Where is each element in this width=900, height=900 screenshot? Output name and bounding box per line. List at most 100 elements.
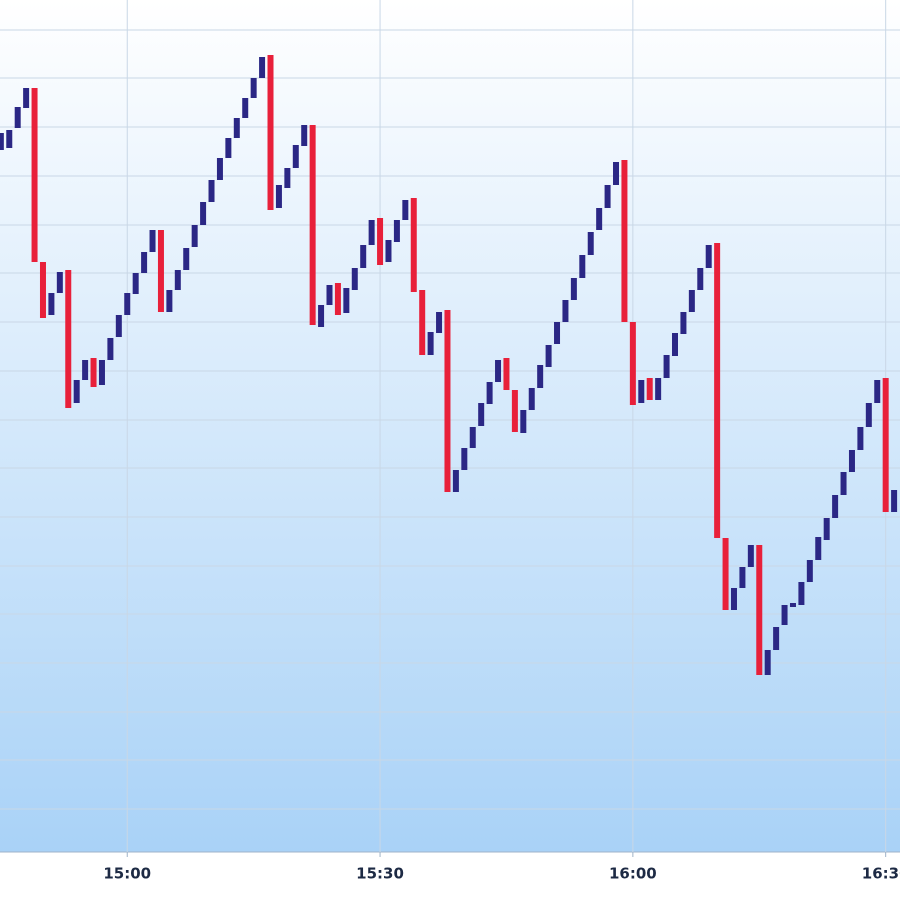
- candle-body: [115, 315, 122, 337]
- candle-body: [570, 278, 577, 300]
- candle-body: [756, 545, 763, 675]
- candle-body: [764, 650, 771, 675]
- candle-body: [579, 255, 586, 278]
- candle-body: [410, 198, 417, 292]
- candle-body: [216, 158, 223, 180]
- candle-body: [326, 285, 333, 305]
- candle-body: [107, 338, 114, 360]
- candle-body: [747, 545, 754, 567]
- candle-body: [891, 490, 898, 512]
- candle-body: [292, 145, 299, 168]
- candle-body: [284, 168, 291, 188]
- candle-body: [815, 537, 822, 560]
- candle-body: [511, 390, 518, 432]
- candle-body: [545, 345, 552, 367]
- candle-body: [318, 305, 325, 327]
- candle-body: [427, 332, 434, 355]
- candle-body: [621, 160, 628, 322]
- candle-body: [377, 218, 384, 265]
- candle-body: [865, 403, 872, 427]
- candle-body: [309, 125, 316, 325]
- candle-body: [646, 378, 653, 400]
- candle-body: [436, 312, 443, 333]
- candle-body: [157, 230, 164, 312]
- candle-body: [124, 293, 131, 315]
- candle-body: [604, 185, 611, 208]
- candle-body: [39, 262, 46, 318]
- axis-background: [0, 852, 900, 900]
- candle-body: [444, 310, 451, 492]
- candle-body: [360, 245, 367, 268]
- candle-body: [393, 220, 400, 242]
- candle-body: [56, 272, 63, 293]
- candle-body: [419, 290, 426, 355]
- candle-body: [242, 98, 249, 118]
- candle-body: [14, 107, 21, 128]
- candle-body: [688, 290, 695, 312]
- candle-body: [739, 567, 746, 588]
- candle-body: [166, 290, 173, 312]
- candle-body: [781, 605, 788, 625]
- candle-body: [250, 78, 257, 98]
- candle-body: [789, 603, 796, 607]
- candle-body: [562, 300, 569, 322]
- candle-body: [275, 185, 282, 208]
- candle-body: [6, 130, 13, 148]
- candle-body: [722, 538, 729, 610]
- candle-body: [98, 360, 105, 385]
- candle-body: [90, 358, 97, 387]
- candle-body: [225, 138, 232, 158]
- candle-body: [848, 450, 855, 472]
- candle-body: [882, 378, 889, 512]
- candle-body: [368, 220, 375, 245]
- candle-body: [874, 380, 881, 403]
- candle-body: [823, 518, 830, 540]
- candle-body: [537, 365, 544, 388]
- candle-body: [149, 230, 156, 252]
- candle-body: [520, 410, 527, 433]
- candle-body: [806, 560, 813, 582]
- candle-body: [655, 378, 662, 400]
- candle-body: [587, 232, 594, 255]
- candle-body: [857, 427, 864, 450]
- candle-body: [798, 582, 805, 605]
- candle-body: [663, 355, 670, 378]
- candle-body: [334, 283, 341, 315]
- candle-body: [351, 268, 358, 290]
- candle-body: [208, 180, 215, 202]
- candle-body: [705, 245, 712, 268]
- candle-body: [183, 248, 190, 270]
- candle-body: [65, 270, 72, 408]
- candle-body: [461, 448, 468, 470]
- candle-body: [629, 322, 636, 405]
- candle-body: [141, 252, 148, 273]
- candle-body: [132, 273, 139, 294]
- candle-body: [301, 125, 308, 146]
- candle-body: [773, 627, 780, 650]
- candle-body: [596, 208, 603, 230]
- candle-body: [638, 380, 645, 403]
- candle-body: [697, 268, 704, 290]
- candle-body: [343, 288, 350, 313]
- candle-body: [503, 358, 510, 390]
- candle-body: [554, 322, 561, 344]
- candle-body: [680, 312, 687, 334]
- x-tick-label: 15:30: [356, 865, 404, 883]
- candle-body: [469, 427, 476, 448]
- candle-body: [486, 382, 493, 404]
- candle-body: [402, 200, 409, 220]
- candle-body: [191, 225, 198, 247]
- candle-body: [73, 380, 80, 403]
- candle-body: [832, 495, 839, 518]
- candle-body: [613, 162, 620, 185]
- candle-body: [478, 403, 485, 426]
- candle-body: [840, 472, 847, 495]
- x-tick-label: 16:00: [609, 865, 657, 883]
- candle-body: [385, 240, 392, 262]
- x-tick-label: 15:00: [103, 865, 151, 883]
- candle-body: [259, 57, 266, 78]
- candle-body: [200, 202, 207, 225]
- candle-body: [0, 133, 4, 150]
- candle-body: [714, 243, 721, 538]
